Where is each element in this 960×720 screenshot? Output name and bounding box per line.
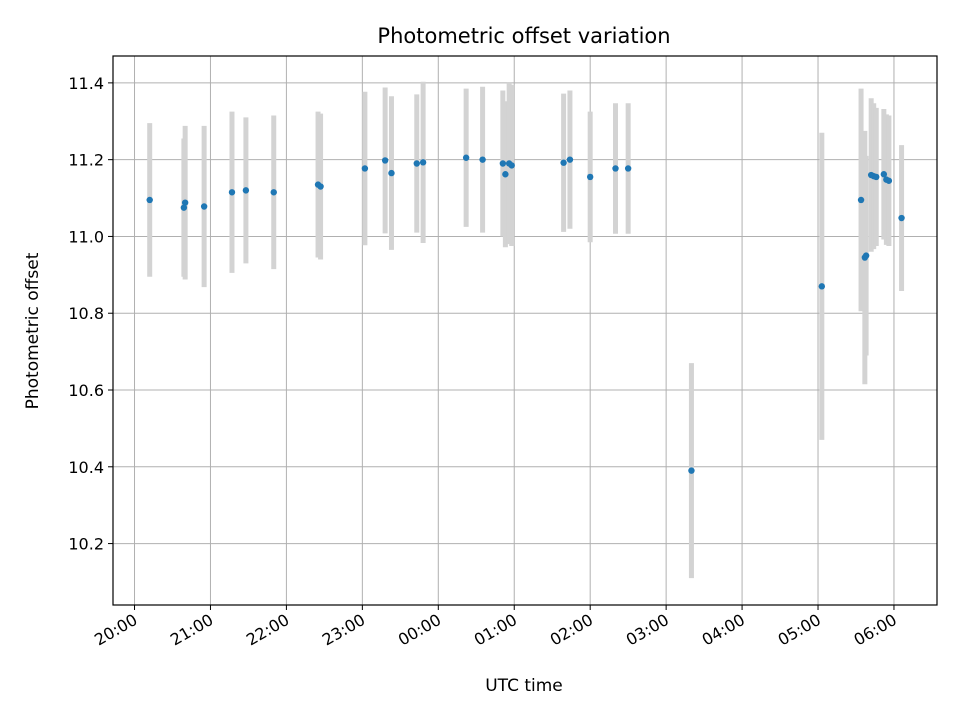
data-point bbox=[880, 171, 888, 178]
data-point bbox=[502, 171, 509, 178]
data-point bbox=[180, 204, 188, 211]
data-point bbox=[317, 183, 324, 190]
y-tick-label: 11.4 bbox=[68, 74, 104, 93]
grid-lines bbox=[113, 56, 937, 605]
y-tick-label: 10.6 bbox=[68, 381, 104, 400]
data-point bbox=[508, 162, 515, 169]
data-point bbox=[381, 157, 389, 164]
data-point bbox=[818, 283, 826, 290]
y-tick-label: 10.8 bbox=[68, 304, 104, 323]
data-points bbox=[146, 154, 905, 474]
data-point bbox=[146, 196, 153, 204]
data-point bbox=[898, 214, 905, 222]
plot-frame bbox=[112, 55, 938, 606]
data-point bbox=[499, 160, 507, 167]
data-point bbox=[479, 156, 486, 163]
data-point bbox=[270, 189, 277, 196]
data-point bbox=[462, 154, 470, 161]
data-point bbox=[873, 173, 880, 181]
data-point bbox=[560, 159, 567, 166]
y-tick-label: 11.0 bbox=[68, 227, 104, 246]
data-point bbox=[566, 156, 574, 163]
data-point bbox=[862, 252, 870, 259]
data-point bbox=[612, 165, 619, 172]
data-point bbox=[361, 165, 369, 172]
x-axis-label: UTC time bbox=[485, 676, 563, 696]
data-point bbox=[857, 196, 865, 204]
data-point bbox=[688, 467, 695, 474]
y-tick-label: 10.4 bbox=[68, 458, 104, 477]
y-axis-label: Photometric offset bbox=[23, 252, 43, 409]
data-point bbox=[413, 160, 420, 167]
data-point bbox=[242, 187, 250, 194]
data-point bbox=[181, 199, 189, 206]
y-tick-label: 11.2 bbox=[68, 151, 104, 170]
data-point bbox=[228, 189, 236, 196]
data-point bbox=[885, 177, 893, 184]
chart-title: Photometric offset variation bbox=[377, 24, 670, 48]
data-point bbox=[200, 203, 208, 210]
data-point bbox=[624, 165, 632, 172]
data-point bbox=[586, 173, 594, 181]
data-point bbox=[419, 159, 427, 166]
y-tick-label: 10.2 bbox=[68, 535, 104, 554]
data-point bbox=[388, 169, 395, 177]
